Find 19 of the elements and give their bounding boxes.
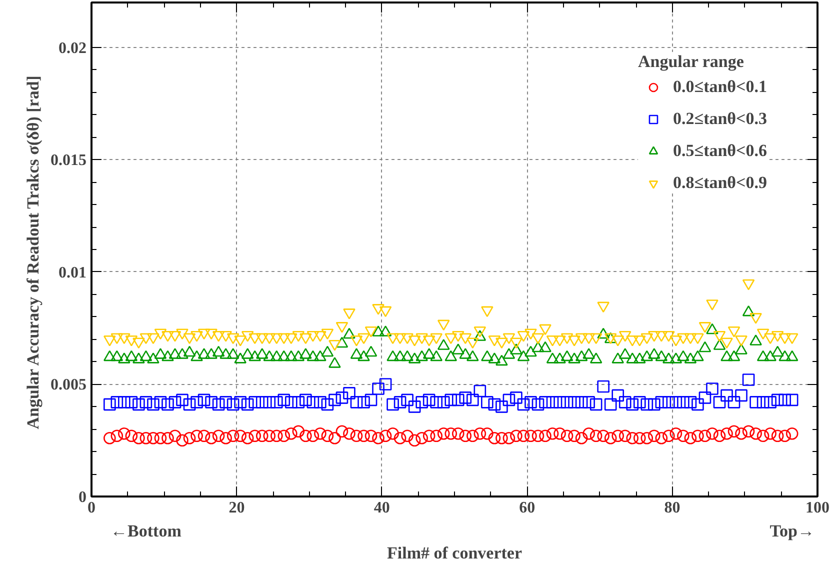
x-tick-label: 20 [228,500,245,516]
y-tick-label: 0.01 [58,264,86,282]
x-tick-label: 80 [664,500,680,516]
x-axis-title: Film# of converter [387,544,522,562]
y-tick-label: 0.005 [50,376,86,394]
text: ←Bottom [110,522,182,540]
y-axis-title: Angular Accuracy of Readout Trakcs σ(δθ) [rad] [24,76,42,430]
y-tick-label: 0.015 [50,152,86,170]
y-tick-label: 0.02 [58,40,86,57]
text: Top→ [770,522,814,540]
legend-label: 0.8≤tanθ<0.9 [672,173,767,193]
legend-title: Angular range [638,52,745,72]
y-tick-label: 0 [78,489,86,506]
legend-label: 0.0≤tanθ<0.1 [672,77,767,97]
x-tick-label: 60 [519,500,536,516]
x-tick-label: 100 [806,500,830,516]
legend-label: 0.5≤tanθ<0.6 [672,141,767,161]
legend-label: 0.2≤tanθ<0.3 [672,109,767,129]
x-tick-label: 40 [374,500,390,516]
